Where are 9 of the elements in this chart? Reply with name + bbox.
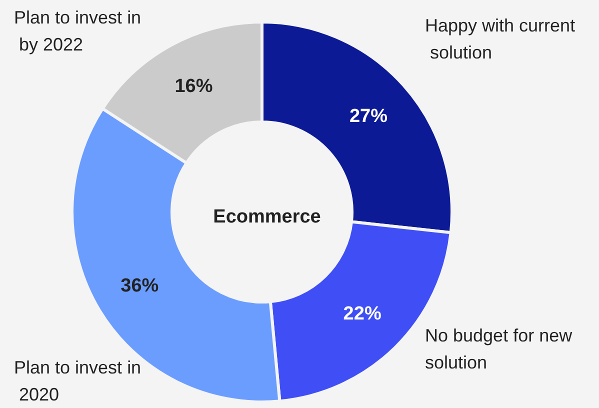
slice-label: No budget for new solution <box>425 326 578 372</box>
data-label: 27% <box>349 106 388 128</box>
slice-label: Happy with current solution <box>425 16 576 62</box>
slice-label: Plan to invest in by 2022 <box>14 8 142 54</box>
data-label: 22% <box>343 303 382 324</box>
text: Ecommerce <box>213 206 321 228</box>
data-label: 36% <box>120 276 159 297</box>
slice-label: Plan to invest in 2020 <box>14 358 142 404</box>
data-label: 16% <box>174 76 213 97</box>
